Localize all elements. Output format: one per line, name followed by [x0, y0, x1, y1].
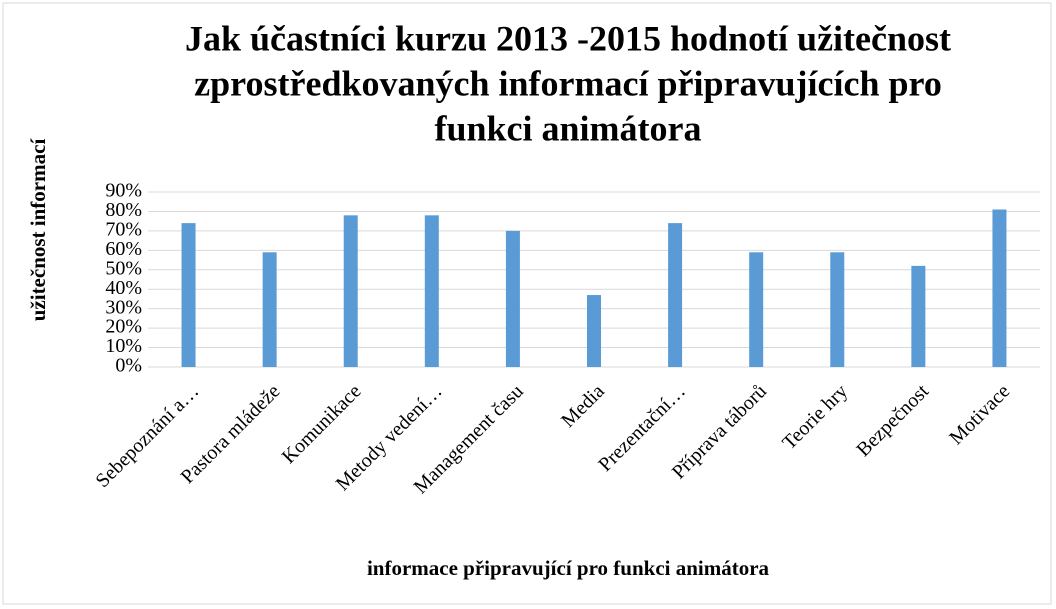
bar: [911, 265, 926, 367]
bar: [343, 215, 358, 367]
y-tick-label: 50%: [105, 257, 142, 279]
y-axis-title: užitečnost informací: [26, 138, 50, 322]
y-tick-label: 40%: [105, 277, 142, 299]
bar: [587, 295, 601, 367]
chart-title: Jak účastníci kurzu 2013 -2015 hodnotí u…: [185, 18, 951, 58]
y-tick-label: 20%: [105, 316, 142, 338]
x-axis-title: informace připravující pro funkci animát…: [367, 556, 770, 580]
y-tick-label: 0%: [115, 355, 142, 377]
bar: [668, 223, 683, 367]
bar: [262, 252, 277, 367]
chart-title: zprostředkovaných informací připravující…: [194, 63, 942, 103]
y-tick-label: 90%: [105, 180, 142, 202]
y-tick-label: 60%: [105, 238, 142, 260]
y-tick-label: 10%: [105, 335, 142, 357]
y-tick-label: 80%: [105, 199, 142, 221]
bar: [749, 252, 764, 367]
bar: [992, 209, 1007, 367]
y-tick-label: 70%: [105, 218, 142, 240]
bar: [830, 252, 845, 367]
bar: [181, 223, 196, 367]
chart-title: funkci animátora: [434, 108, 701, 148]
y-tick-label: 30%: [105, 296, 142, 318]
bar: [424, 215, 439, 367]
bar: [505, 230, 520, 367]
